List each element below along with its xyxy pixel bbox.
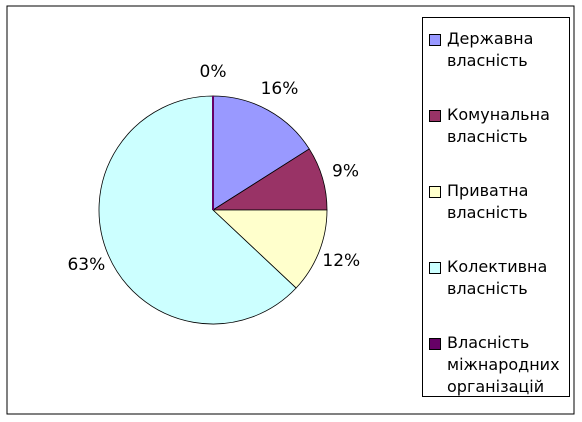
- data-label: 16%: [261, 79, 299, 99]
- data-label: 63%: [67, 255, 105, 275]
- legend-swatch: [429, 110, 441, 122]
- legend-swatch: [429, 262, 441, 274]
- legend: Державна власність Комунальна власність Пр…: [422, 17, 570, 397]
- legend-label: Колективна власність: [447, 257, 548, 298]
- legend-item: Приватна власність: [429, 170, 569, 246]
- legend-item: Власність міжнародних організацій: [429, 322, 569, 398]
- legend-item: Колективна власність: [429, 246, 569, 322]
- legend-item: Комунальна власність: [429, 94, 569, 170]
- legend-swatch: [429, 338, 441, 350]
- legend-label: Державна власність: [447, 29, 534, 70]
- data-label: 9%: [332, 161, 359, 181]
- pie-slice: [211, 209, 328, 289]
- chart-frame: [6, 5, 575, 415]
- legend-item: Державна власність: [429, 18, 569, 94]
- data-label: 0%: [200, 62, 227, 82]
- data-label: 12%: [322, 251, 360, 271]
- legend-label: Комунальна власність: [447, 105, 550, 146]
- legend-swatch: [429, 186, 441, 198]
- legend-label: Приватна власність: [447, 181, 529, 222]
- pie-slice: [212, 95, 310, 211]
- legend-label: Власність міжнародних організацій: [447, 333, 560, 396]
- pie-slice: [98, 95, 297, 325]
- legend-swatch: [429, 34, 441, 46]
